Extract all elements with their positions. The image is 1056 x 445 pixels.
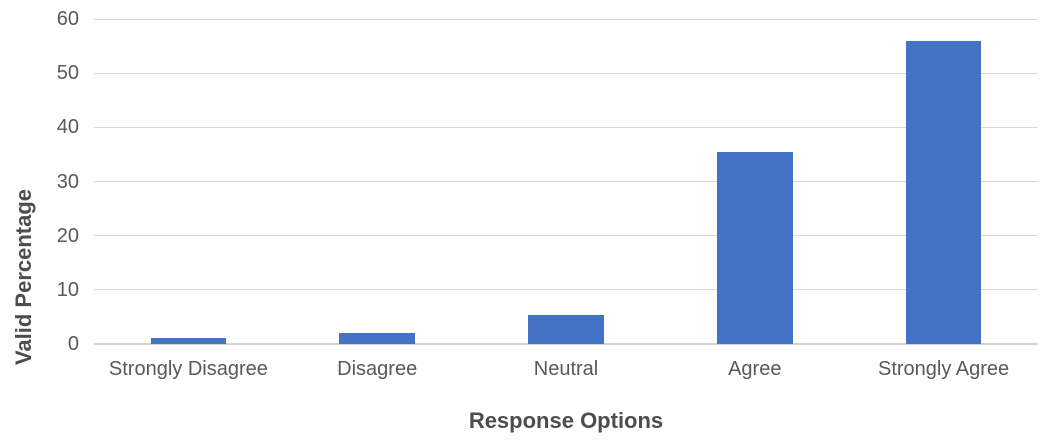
bar-slot <box>94 19 283 344</box>
bar-slot <box>849 19 1038 344</box>
plot-area <box>94 18 1038 345</box>
gridline <box>94 235 1038 237</box>
gridline <box>94 126 1038 128</box>
x-axis-title-row: Response Options <box>94 408 1038 434</box>
y-tick-label: 0 <box>67 333 79 355</box>
y-tick-label: 20 <box>56 224 79 247</box>
y-tick-label: 30 <box>56 170 79 193</box>
bar-strongly-disagree <box>150 338 227 344</box>
x-category-label-neutral: Neutral <box>533 358 599 380</box>
gridline <box>94 18 1038 20</box>
bar-agree <box>717 151 793 344</box>
x-category-label-strongly-agree: Strongly Agree <box>877 358 1010 380</box>
x-axis-title: Response Options <box>468 408 664 433</box>
gridline <box>94 72 1038 74</box>
y-tick-label: 50 <box>56 62 79 85</box>
x-axis-baseline <box>94 343 1038 345</box>
gridline <box>94 181 1038 182</box>
y-axis-tick-labels: 0 10 20 30 40 50 60 <box>0 9 79 354</box>
x-category-label-agree: Agree <box>728 358 782 380</box>
bar-neutral <box>528 315 604 344</box>
x-axis-category-labels: Strongly Disagree Disagree Neutral Agree Str… <box>94 358 1038 381</box>
bar-slot <box>472 19 661 344</box>
y-tick-label: 10 <box>56 278 79 301</box>
bar-strongly-agree <box>905 40 982 344</box>
bar-slot <box>660 19 849 344</box>
y-tick-label: 40 <box>56 116 79 139</box>
bar-disagree <box>339 332 415 344</box>
gridline <box>94 289 1038 291</box>
bar-slot <box>283 19 472 344</box>
x-category-label-disagree: Disagree <box>337 358 418 380</box>
x-category-label-strongly-disagree: Strongly Disagree <box>108 358 268 380</box>
y-tick-label: 60 <box>56 8 79 30</box>
